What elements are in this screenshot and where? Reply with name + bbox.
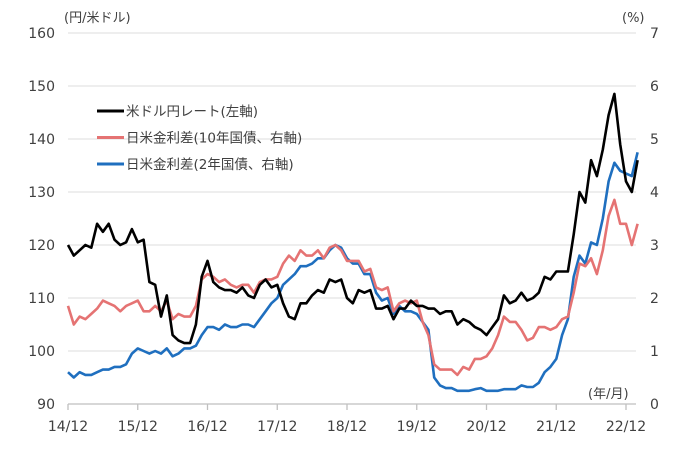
left-axis-ticks: 90 100 110 120 130 140 150 160 [28, 26, 55, 413]
right-tick-label: 6 [650, 79, 659, 95]
x-tick-label: 21/12 [536, 419, 576, 435]
left-tick-label: 140 [28, 132, 55, 148]
x-tick-label: 16/12 [187, 419, 227, 435]
x-tick-label: 17/12 [257, 419, 297, 435]
legend-label: 日米金利差(10年国債、右軸) [126, 131, 302, 147]
x-tick-label: 20/12 [466, 419, 506, 435]
left-tick-label: 130 [28, 185, 55, 201]
left-tick-label: 110 [28, 291, 55, 307]
right-tick-label: 7 [650, 26, 659, 42]
right-tick-label: 1 [650, 344, 659, 360]
x-tick-label: 19/12 [397, 419, 437, 435]
right-tick-label: 5 [650, 132, 659, 148]
series-line [67, 151, 639, 393]
x-axis-ticks: 14/12 15/12 16/12 17/12 18/12 19/12 20/12 21/12… [48, 404, 646, 435]
gridlines [68, 32, 636, 405]
right-axis-label: (%) [622, 11, 645, 26]
left-tick-label: 90 [37, 397, 55, 413]
left-axis-label: (円/米ドル) [64, 11, 131, 26]
right-tick-label: 3 [650, 238, 659, 254]
x-tick-label: 22/12 [606, 419, 646, 435]
right-tick-label: 4 [650, 185, 659, 201]
left-tick-label: 120 [28, 238, 55, 254]
right-tick-label: 2 [650, 291, 659, 307]
x-tick-label: 18/12 [327, 419, 367, 435]
right-tick-label: 0 [650, 397, 659, 413]
legend-label: 米ドル円レート(左軸) [126, 104, 258, 120]
left-tick-label: 150 [28, 79, 55, 95]
series-line [66, 198, 639, 377]
legend-label: 日米金利差(2年国債、右軸) [126, 157, 294, 173]
x-tick-label: 15/12 [118, 419, 158, 435]
right-axis-ticks: 0 1 2 3 4 5 6 7 [650, 26, 659, 413]
left-tick-label: 160 [28, 26, 55, 42]
left-tick-label: 100 [28, 344, 55, 360]
legend: 米ドル円レート(左軸) 日米金利差(10年国債、右軸) 日米金利差(2年国債、右軸) [97, 104, 302, 173]
series-line [66, 92, 639, 345]
x-tick-label: 14/12 [48, 419, 88, 435]
series-lines [66, 92, 639, 393]
x-axis-label: (年/月) [588, 387, 629, 402]
